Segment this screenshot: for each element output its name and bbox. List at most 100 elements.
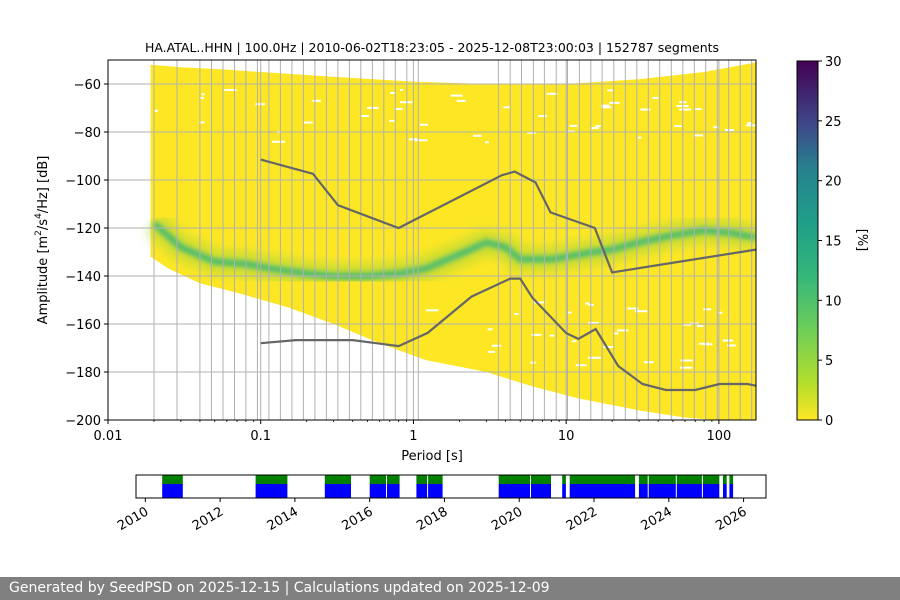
timeline-coverage-bar (723, 475, 727, 484)
footer-text: Generated by SeedPSD on 2025-12-15 | Cal… (9, 580, 550, 596)
cloud-speckle-mark (503, 106, 511, 109)
x-axis-label: Period [s] (401, 449, 463, 464)
nlnm-curve (260, 277, 756, 392)
colorbar-tick-label: 20 (825, 175, 842, 190)
cloud-speckle-mark (488, 350, 495, 353)
cloud-speckle-mark (395, 108, 403, 110)
grid-lines (108, 60, 756, 420)
timeline-tick-label: 2020 (489, 504, 525, 534)
cloud-speckle-mark (722, 339, 734, 342)
cloud-speckle-mark (312, 99, 321, 102)
cloud-speckle-mark (607, 89, 613, 92)
cloud-speckle-mark (591, 127, 599, 130)
cloud-speckle-mark (487, 328, 493, 331)
cloud-speckle-mark (616, 329, 629, 332)
cloud-speckle-mark (643, 361, 654, 364)
cloud-speckle-mark (703, 308, 712, 311)
timeline-coverage-bar (324, 475, 351, 484)
timeline-tick-label: 2010 (115, 504, 151, 534)
timeline-tick-label: 2014 (265, 504, 301, 534)
timeline-data-bar (324, 484, 351, 498)
cloud-speckle-mark (682, 323, 692, 326)
cloud-speckle-mark (400, 89, 404, 91)
cloud-speckle-mark (627, 307, 639, 310)
cloud-speckle-mark (613, 332, 619, 335)
x-tick-label: 100 (706, 429, 731, 444)
timeline-bars (162, 475, 734, 498)
timeline-tick-label: 2016 (340, 504, 376, 534)
cloud-speckle-mark (566, 311, 572, 314)
cloud-speckle-mark (255, 103, 265, 106)
cloud-speckle-mark (609, 101, 620, 104)
x-axis-ticks: 0.01 0.1 1 10 100 (94, 420, 731, 444)
timeline-data-bar (562, 484, 566, 498)
cloud-speckle-mark (652, 96, 659, 99)
cloud-speckle-mark (200, 96, 204, 99)
timeline-coverage-bar (416, 475, 443, 484)
cloud-speckle-mark (546, 92, 558, 95)
y-axis-label-part: /s (36, 219, 51, 230)
cloud-speckle-mark (747, 122, 752, 125)
y-axis-label: Amplitude [m2/s4/Hz] [dB] (34, 156, 51, 325)
colorbar-label: [%] (854, 229, 869, 252)
cloud-speckle-mark (426, 309, 439, 312)
timeline-data-bar (729, 484, 734, 498)
timeline-data-bar (369, 484, 400, 498)
cloud-speckle-mark (693, 134, 704, 137)
cloud-speckle-mark (274, 316, 282, 319)
colorbar-tick-label: 5 (825, 354, 833, 369)
cloud-speckle-mark (679, 366, 693, 369)
cloud-speckle-mark (224, 89, 237, 91)
cloud-speckle-mark (572, 340, 577, 343)
cloud-speckle-mark (153, 319, 159, 322)
cloud-speckle-mark (603, 346, 613, 348)
cloud-speckle-mark (727, 344, 736, 347)
cloud-speckle-mark (414, 139, 428, 142)
y-tick-label: −100 (65, 174, 101, 189)
y-tick-label: −140 (65, 270, 101, 285)
timeline-coverage-bar (562, 475, 566, 484)
cloud-speckle-mark (531, 333, 542, 336)
cloud-speckle-mark (595, 125, 601, 128)
timeline-coverage-bar (498, 475, 551, 484)
timeline-tick-label: 2012 (190, 504, 226, 534)
timeline-data-bar (162, 484, 183, 498)
ppsd-plot-area (108, 60, 756, 420)
cloud-speckle-mark (274, 319, 280, 322)
y-tick-label: −160 (65, 318, 101, 333)
timeline-coverage-bar (255, 475, 288, 484)
cloud-speckle-mark (491, 344, 502, 347)
cloud-speckle-mark (538, 115, 547, 118)
cloud-speckle-mark (588, 322, 599, 325)
cloud-speckle-mark (390, 92, 396, 94)
cloud-speckle-mark (679, 108, 692, 111)
cloud-speckle-mark (419, 123, 429, 126)
timeline-tick-label: 2024 (639, 504, 675, 534)
cloud-speckle-mark (201, 93, 205, 96)
cloud-speckle-mark (680, 359, 693, 362)
cloud-speckle-mark (697, 325, 704, 327)
timeline-frame (135, 474, 767, 499)
timeline-coverage-bar (369, 475, 400, 484)
cloud-speckle-mark (601, 106, 612, 109)
timeline-data-bar (416, 484, 443, 498)
cloud-speckle-mark (718, 311, 723, 314)
y-axis-label-part: /Hz] [dB] (36, 156, 51, 214)
colorbar-tick-label: 25 (825, 115, 842, 130)
cloud-speckle-mark (185, 347, 196, 350)
x-tick-label: 0.1 (250, 429, 271, 444)
y-axis-label-part: 4 (34, 213, 44, 219)
cloud-speckle-mark (569, 124, 578, 127)
colorbar-tick-label: 30 (825, 55, 842, 70)
nhnm-curve (260, 158, 756, 274)
timeline-data-bar (569, 484, 636, 498)
cloud-speckle-mark (695, 108, 702, 111)
ppsd-figure: HA.ATAL..HHN | 100.0Hz | 2010-06-02T18:2… (34, 40, 869, 534)
cloud-speckle-mark (699, 342, 710, 345)
y-axis-label-part: Amplitude [m (36, 236, 51, 325)
cloud-speckle-mark (601, 104, 610, 107)
cloud-speckle-mark (575, 364, 587, 367)
cloud-speckle-mark (154, 109, 158, 112)
cloud-speckle-mark (389, 119, 395, 122)
y-tick-label: −200 (65, 414, 101, 429)
